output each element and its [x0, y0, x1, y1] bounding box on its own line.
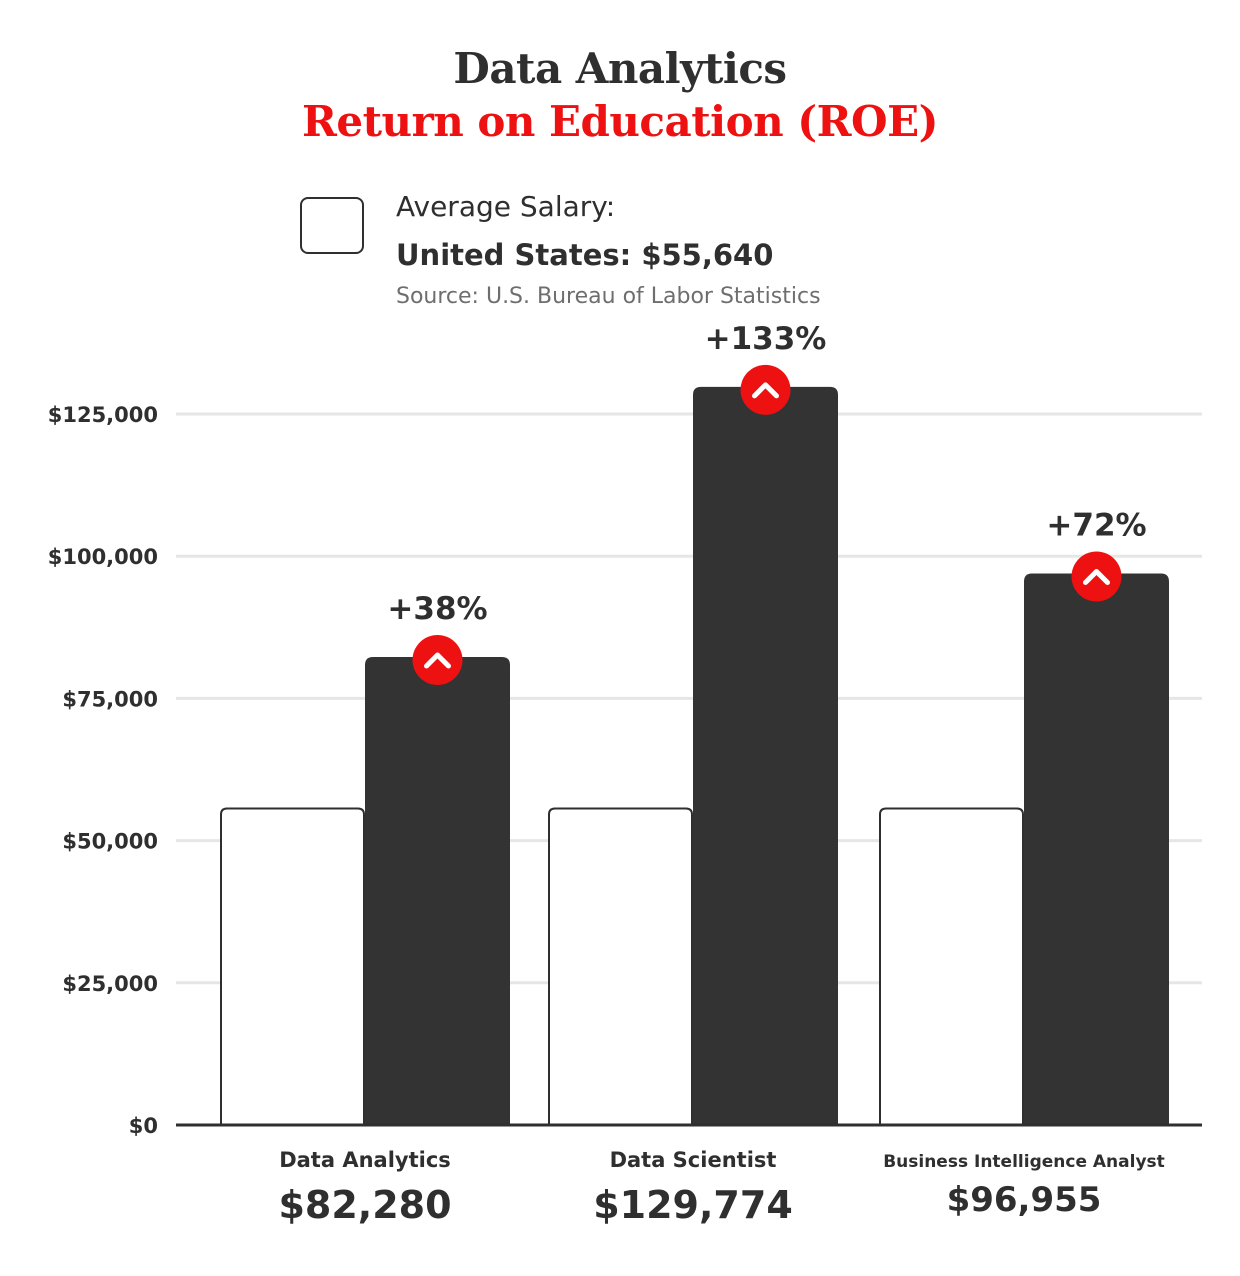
category-label: Data Analytics: [279, 1148, 451, 1172]
increase-label: +133%: [705, 321, 827, 357]
legend-value: United States: $55,640: [396, 238, 774, 272]
average-salary-bar: [548, 807, 693, 1125]
category-value: $129,774: [593, 1183, 793, 1227]
salary-bar: [693, 386, 838, 1126]
legend-swatch: [300, 197, 364, 254]
y-tick-label: $75,000: [62, 687, 158, 711]
y-tick-label: $0: [129, 1114, 158, 1138]
increase-label: +72%: [1046, 508, 1146, 544]
y-tick-label: $25,000: [62, 972, 158, 996]
increase-badge: [1071, 551, 1122, 602]
chart-title: Data Analytics: [453, 44, 787, 93]
average-salary-bar: [220, 807, 365, 1125]
y-tick-label: $50,000: [62, 830, 158, 854]
legend-source: Source: U.S. Bureau of Labor Statistics: [396, 284, 821, 309]
category-value: $96,955: [947, 1180, 1102, 1220]
category-value: $82,280: [278, 1183, 451, 1227]
increase-label: +38%: [387, 591, 487, 627]
increase-badge: [740, 364, 791, 415]
salary-bar: [365, 656, 510, 1125]
chevron-up-icon: [424, 652, 451, 669]
y-tick-label: $100,000: [48, 545, 158, 569]
chevron-up-icon: [752, 382, 779, 399]
salary-bar: [1024, 573, 1169, 1125]
increase-badge: [412, 634, 463, 685]
chart-subtitle: Return on Education (ROE): [302, 97, 939, 146]
category-label: Business Intelligence Analyst: [883, 1152, 1165, 1172]
chevron-up-icon: [1083, 569, 1110, 586]
category-label: Data Scientist: [610, 1148, 777, 1172]
legend-label: Average Salary:: [396, 190, 616, 223]
average-salary-bar: [879, 807, 1024, 1125]
y-tick-label: $125,000: [48, 403, 158, 427]
